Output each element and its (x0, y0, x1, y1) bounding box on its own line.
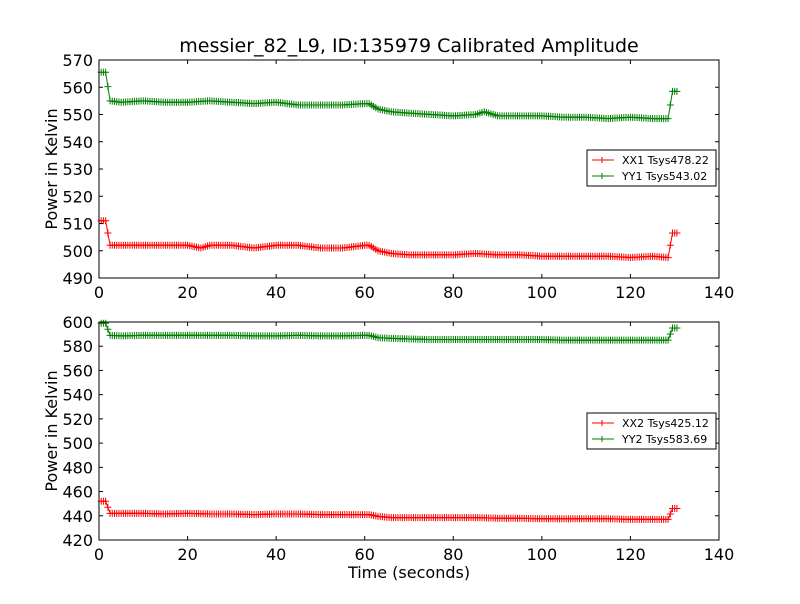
y-tick-label: 520 (62, 187, 93, 206)
y-tick-label: 540 (62, 386, 93, 405)
legend-entry-label: XX2 Tsys425.12 (622, 417, 709, 430)
legend-swatch-marker (599, 157, 605, 163)
y-tick-label: 570 (62, 51, 93, 70)
legend-swatch-marker (599, 420, 605, 426)
x-tick-label: 140 (704, 545, 735, 564)
y-tick-label: 420 (62, 531, 93, 550)
legend-entry-label: XX1 Tsys478.22 (622, 154, 709, 167)
data-point-marker (673, 229, 681, 237)
x-tick-label: 100 (527, 545, 558, 564)
x-tick-label: 20 (177, 283, 197, 302)
y-axis-label: Power in Kelvin (42, 370, 61, 491)
x-tick-label: 120 (615, 283, 646, 302)
y-tick-label: 520 (62, 410, 93, 429)
data-point-marker (104, 325, 112, 333)
x-tick-label: 80 (443, 545, 463, 564)
x-tick-label: 0 (94, 545, 104, 564)
y-tick-label: 550 (62, 106, 93, 125)
x-tick-label: 120 (615, 545, 646, 564)
y-tick-label: 510 (62, 215, 93, 234)
axes-frame-2 (98, 321, 720, 541)
x-tick-label: 140 (704, 283, 735, 302)
data-point-marker (102, 497, 110, 505)
y-tick-label: 460 (62, 483, 93, 502)
y-tick-label: 500 (62, 434, 93, 453)
legend-box (586, 412, 717, 450)
y-tick-label: 580 (62, 337, 93, 356)
y-tick-label: 480 (62, 458, 93, 477)
legend-entry-label: YY1 Tsys543.02 (621, 170, 707, 183)
legend-box (586, 149, 717, 187)
data-point-marker (664, 254, 672, 262)
x-tick-label: 40 (266, 545, 286, 564)
legend-2: XX2 Tsys425.12 YY2 Tsys583.69 (586, 412, 717, 450)
data-point-marker (102, 68, 110, 76)
x-tick-label: 40 (266, 283, 286, 302)
data-point-marker (104, 83, 112, 91)
data-point-marker (102, 319, 110, 327)
x-tick-label: 60 (355, 283, 375, 302)
plot-panel-2: 0 20 40 60 80 100 120 140 420 440 460 480 500 520 540 5… (42, 313, 734, 582)
y-tick-label: 490 (62, 269, 93, 288)
x-tick-label: 80 (443, 283, 463, 302)
x-tick-label: 100 (527, 283, 558, 302)
data-point-marker (102, 217, 110, 225)
y-tick-label: 530 (62, 160, 93, 179)
data-point-marker (664, 515, 672, 523)
data-point-marker (673, 324, 681, 332)
plot-panel-1: 0 20 40 60 80 100 120 140 490 500 510 520 530 540 550 5… (42, 51, 734, 302)
y-tick-label: 500 (62, 242, 93, 261)
data-point-marker (104, 229, 112, 237)
y-tick-label: 540 (62, 133, 93, 152)
x-tick-label: 20 (177, 545, 197, 564)
x-tick-label: 60 (355, 545, 375, 564)
data-point-marker (673, 87, 681, 95)
y-axis-label: Power in Kelvin (42, 108, 61, 229)
x-tick-label: 0 (94, 283, 104, 302)
data-point-marker (664, 336, 672, 344)
data-point-marker (666, 241, 674, 249)
y-tick-label: 600 (62, 313, 93, 332)
x-axis-label: Time (seconds) (347, 563, 470, 582)
data-point-marker (664, 115, 672, 123)
legend-entry-label: YY2 Tsys583.69 (621, 433, 707, 446)
legend-swatch-marker (599, 436, 605, 442)
legend-1: XX1 Tsys478.22 YY1 Tsys543.02 (586, 149, 717, 187)
chart-title: messier_82_L9, ID:135979 Calibrated Ampl… (179, 35, 639, 57)
data-point-marker (673, 505, 681, 513)
data-point-marker (666, 330, 674, 338)
data-point-marker (104, 503, 112, 511)
y-tick-label: 440 (62, 507, 93, 526)
data-point-marker (666, 510, 674, 518)
legend-swatch-marker (599, 173, 605, 179)
data-point-marker (666, 101, 674, 109)
y-tick-label: 560 (62, 78, 93, 97)
y-tick-label: 560 (62, 361, 93, 380)
